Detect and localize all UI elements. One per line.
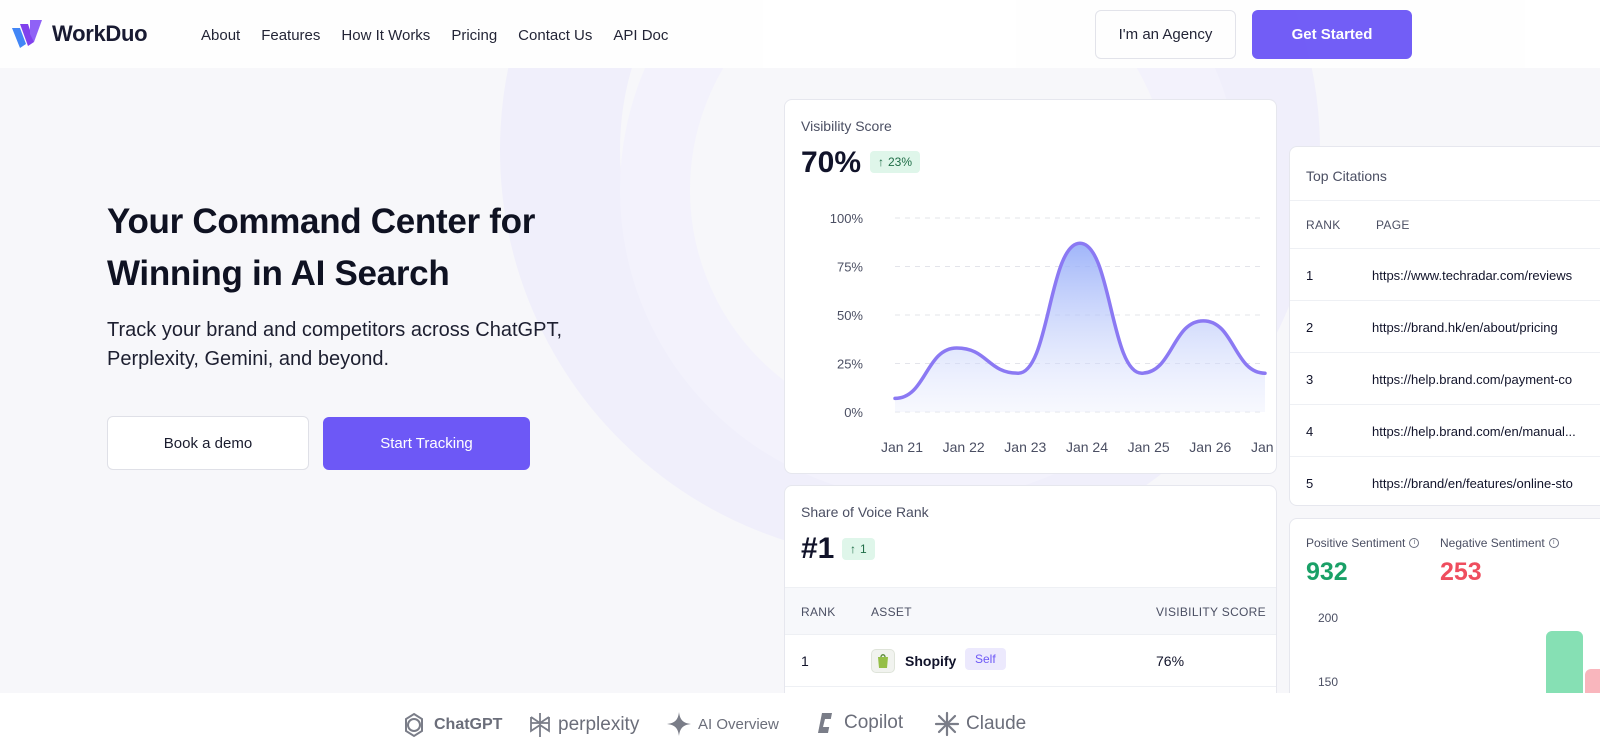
chart-x-tick-label: Jan 23 — [1004, 439, 1046, 455]
llm-name: Claude — [966, 713, 1027, 734]
workduo-logo-icon — [12, 20, 42, 48]
nav-pricing[interactable]: Pricing — [451, 27, 498, 44]
visibility-score-value: 70% — [801, 146, 862, 179]
negative-sentiment-text: Negative Sentiment — [1440, 536, 1545, 550]
citation-page: https://www.techradar.com/reviews — [1372, 268, 1573, 283]
citation-rank: 3 — [1306, 372, 1314, 387]
citation-rank: 4 — [1306, 424, 1314, 439]
arrow-up-icon: ↑ — [850, 542, 856, 556]
table-row[interactable]: 5 https://brand/en/features/online-sto — [1290, 457, 1600, 505]
info-icon[interactable]: i — [1548, 538, 1559, 548]
sov-rank-cell: 1 — [801, 653, 809, 669]
visibility-score-card: Visibility Score 70% ↑ 23% 100% 75% 50% 25%… — [784, 99, 1277, 474]
citation-page: https://brand.hk/en/about/pricing — [1372, 320, 1558, 335]
positive-sentiment-label: Positive Sentiment i — [1306, 536, 1420, 550]
visibility-score-label: Visibility Score — [801, 118, 892, 134]
claude-icon — [934, 711, 960, 737]
sov-asset-cell: Shopify — [905, 653, 957, 669]
chart-x-tick-label: Jan 25 — [1128, 439, 1170, 455]
chart-x-tick-label: Jan 26 — [1189, 439, 1231, 455]
top-citations-card: Top Citations RANK PAGE 1 https://www.te… — [1289, 146, 1600, 506]
sov-score-cell: 76% — [1156, 653, 1185, 669]
table-row[interactable]: 4 https://help.brand.com/en/manual... — [1290, 405, 1600, 457]
citation-page: https://help.brand.com/en/manual... — [1372, 424, 1576, 439]
sov-rank-value: #1 — [801, 532, 835, 565]
sov-label: Share of Voice Rank — [801, 504, 929, 520]
start-tracking-button[interactable]: Start Tracking — [323, 417, 530, 470]
brand-name: WorkDuo — [52, 21, 148, 46]
shopify-icon — [871, 649, 895, 673]
book-demo-button[interactable]: Book a demo — [107, 416, 309, 470]
chart-y-tick-label: 50% — [837, 308, 863, 323]
chart-y-tick-label: 0% — [844, 405, 863, 420]
citation-rank: 5 — [1306, 476, 1314, 491]
openai-icon — [405, 712, 423, 738]
hero-title: Your Command Center for Winning in AI Se… — [107, 202, 536, 293]
gemini-sparkle-icon — [667, 712, 691, 736]
chart-area-fill — [895, 243, 1265, 412]
nav-how-it-works[interactable]: How It Works — [341, 27, 431, 44]
llm-logo-claude: Claude — [934, 711, 1026, 737]
sov-col-asset: ASSET — [871, 605, 912, 619]
get-started-button[interactable]: Get Started — [1252, 10, 1412, 59]
table-row[interactable]: 1 https://www.techradar.com/reviews — [1290, 249, 1600, 301]
citations-col-page: PAGE — [1376, 218, 1410, 232]
table-row[interactable]: 2 https://brand.hk/en/about/pricing — [1290, 301, 1600, 353]
copilot-icon — [818, 713, 834, 733]
nav-contact-us[interactable]: Contact Us — [518, 27, 593, 44]
nav-about[interactable]: About — [201, 27, 241, 44]
negative-sentiment-label: Negative Sentiment i — [1440, 536, 1559, 550]
chart-x-tick-label: Jan 21 — [881, 439, 923, 455]
arrow-up-icon: ↑ — [878, 155, 884, 169]
visibility-chart: 100% 75% 50% 25% 0% Jan 21 Jan 22 Jan 23 Jan 24 J… — [830, 211, 1277, 455]
chart-x-tick-label: Jan 22 — [943, 439, 985, 455]
sov-table-header: RANK ASSET VISIBILITY SCORE — [785, 587, 1276, 635]
llm-logo-copilot: Copilot — [814, 711, 903, 735]
llm-name: Copilot — [844, 712, 904, 733]
positive-sentiment-value: 932 — [1306, 558, 1348, 586]
table-row[interactable]: 1 Shopify Self 76% — [785, 635, 1276, 687]
agency-button[interactable]: I'm an Agency — [1095, 10, 1236, 59]
sov-col-rank: RANK — [801, 605, 836, 619]
llm-name: ChatGPT — [434, 716, 503, 733]
nav-api-doc[interactable]: API Doc — [613, 27, 669, 44]
citation-page: https://brand/en/features/online-sto — [1372, 476, 1573, 491]
citation-page: https://help.brand.com/payment-co — [1372, 372, 1573, 387]
negative-sentiment-value: 253 — [1440, 558, 1482, 586]
citations-col-rank: RANK — [1306, 218, 1341, 232]
self-badge: Self — [965, 648, 1006, 670]
sov-delta-badge: ↑ 1 — [842, 538, 875, 560]
citation-rank: 2 — [1306, 320, 1314, 335]
llm-logo-chatgpt: ChatGPT — [400, 711, 502, 739]
llm-logo-strip: ChatGPT perplexity AI Overview Copilot C… — [0, 693, 1600, 753]
brand-logo[interactable]: WorkDuo — [12, 20, 148, 48]
sentiment-y-tick: 150 — [1318, 675, 1339, 689]
llm-logo-perplexity: perplexity — [528, 711, 639, 739]
visibility-delta-badge: ↑ 23% — [870, 151, 921, 173]
top-navbar: WorkDuo About Features How It Works Pric… — [0, 0, 1600, 68]
sov-col-visibility: VISIBILITY SCORE — [1156, 605, 1266, 619]
chart-y-tick-label: 100% — [830, 211, 864, 226]
info-icon[interactable]: i — [1409, 538, 1420, 548]
visibility-delta-value: 23% — [888, 155, 913, 169]
citations-label: Top Citations — [1306, 168, 1387, 184]
main-nav: About Features How It Works Pricing Cont… — [201, 27, 689, 44]
llm-name: perplexity — [558, 714, 640, 735]
llm-name: AI Overview — [698, 715, 779, 733]
llm-logo-ai-overview: AI Overview — [666, 711, 779, 737]
chart-y-tick-label: 25% — [837, 357, 863, 372]
chart-y-tick-label: 75% — [837, 260, 863, 275]
sentiment-y-tick: 200 — [1318, 611, 1339, 625]
citations-table-header: RANK PAGE — [1290, 200, 1600, 249]
hero-subtitle: Track your brand and competitors across … — [107, 319, 562, 370]
positive-sentiment-text: Positive Sentiment — [1306, 536, 1406, 550]
chart-x-tick-label: Jan 27 — [1251, 439, 1277, 455]
perplexity-icon — [530, 713, 550, 737]
table-row[interactable]: 3 https://help.brand.com/payment-co — [1290, 353, 1600, 405]
citation-rank: 1 — [1306, 268, 1314, 283]
nav-features[interactable]: Features — [261, 27, 321, 44]
sov-delta-value: 1 — [860, 542, 867, 556]
chart-x-tick-label: Jan 24 — [1066, 439, 1108, 455]
